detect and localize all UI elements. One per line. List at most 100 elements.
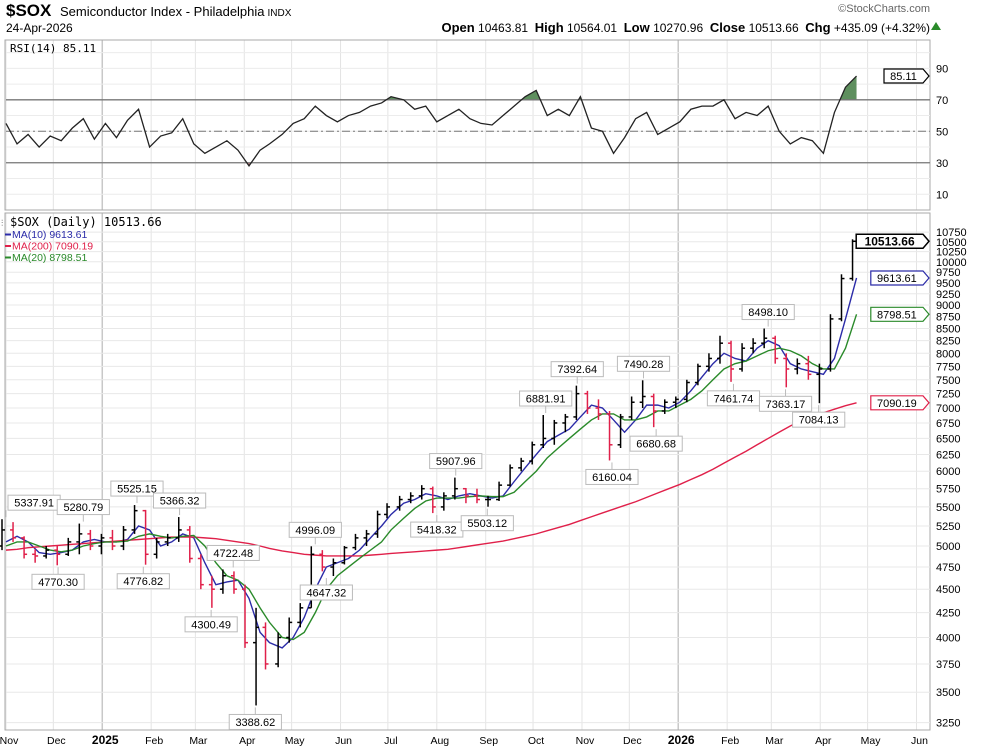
chg-label: Chg [805,20,831,35]
ohlc-bar [794,358,801,375]
price-tick-label: 5750 [936,484,960,496]
x-tick-label: 2025 [92,733,119,747]
open-value: 10463.81 [478,21,529,35]
ma20-value-tag [870,306,930,322]
price-tick-label: 6500 [936,433,960,445]
price-tick-label: 7750 [936,361,960,373]
ma200-value-tag [870,395,930,411]
rsi-panel: 10 30 50 70 90 85.11 RSI(14) 85.11 [4,39,948,211]
rsi-tick-label: 50 [936,126,948,138]
ohlc-bar [540,415,547,449]
panel-frame [4,39,931,211]
ohlc-bar [286,617,293,643]
price-tick-label: 9250 [936,289,960,301]
price-annotation: 7490.28 [616,355,671,379]
x-tick-label: Dec [47,735,66,747]
ohlc-bars-icon: ⫶ [1,218,3,228]
price-annotation: 6680.68 [629,429,683,452]
ma20-value-label: 8798.51 [877,309,917,321]
x-tick-label: Jun [911,735,928,747]
price-tick-label: 10250 [936,247,967,259]
ma-legend: MA(20) 8798.51 [12,252,87,264]
ma-legend: MA(10) 9613.61 [12,229,87,241]
ma-line [5,314,858,641]
price-tick-label: 3750 [936,659,960,671]
chg-value: +435.09 (+4.32%) [833,21,930,35]
annotation-label: 4776.82 [123,576,163,588]
x-tick-label: Apr [815,735,832,747]
annotation-label: 4770.30 [38,577,78,589]
price-annotation: 5907.96 [429,453,483,476]
ohlc-bar [761,328,768,349]
x-tick-label: Oct [528,735,544,747]
ohlc-bar [262,622,269,670]
x-tick-label: Jul [384,735,397,747]
ohlc-bar [507,464,514,487]
ohlc-bar [253,607,260,706]
price-annotation: 5525.15 [110,480,164,504]
ohlc-bar [330,558,337,577]
x-tick-label: Nov [0,735,19,747]
x-tick-label: Nov [576,735,595,747]
ohlc-bar [739,343,746,372]
ohlc-bar [606,410,613,461]
ohlc-bar [363,529,370,546]
ohlc-bar [705,353,712,372]
price-annotation: 4776.82 [116,566,170,590]
ohlc-bar [650,393,657,428]
ohlc-bar [341,546,348,565]
price-annotation: 5418.32 [410,515,464,538]
close-label: Close [709,20,746,35]
price-annotation: 4996.09 [288,521,342,545]
ohlc-bar [384,503,391,519]
ohlc-bar [396,495,403,511]
price-annotation: 5337.91 [5,494,61,518]
ohlc-bar [661,399,668,414]
price-tick-label: 8000 [936,348,960,360]
annotation-label: 5280.79 [63,502,103,514]
ohlc-bar [186,525,193,563]
x-tick-label: May [285,735,306,747]
ma-line [5,277,858,649]
price-annotation: 7392.64 [550,361,604,384]
ohlc-bar [109,529,116,551]
ma10-value-label: 9613.61 [877,273,917,285]
ohlc-bar [783,353,790,388]
price-tick-label: 4500 [936,584,960,596]
ohlc-bar [0,519,5,551]
x-tick-label: 2026 [668,733,695,747]
ohlc-bar [716,335,723,364]
annotation-label: 7490.28 [624,359,664,371]
ohlc-bar [319,550,326,572]
ohlc-bar [827,314,834,372]
ohlc-summary: Open 10463.81 High 10564.01 Low 10270.96… [441,20,930,35]
ohlc-bar [219,569,226,594]
rsi-tick-label: 90 [936,63,948,75]
price-tick-label: 5250 [936,521,960,533]
price-tick-label: 9500 [936,278,960,290]
annotation-label: 4996.09 [295,525,335,537]
rsi-legend: RSI(14) 85.11 [10,42,96,55]
ohlc-bar [418,485,425,500]
annotation-label: 5366.32 [160,496,200,508]
ohlc-bar [65,537,72,556]
x-tick-label: Mar [189,735,208,747]
ohlc-bar [76,523,83,555]
annotation-label: 4300.49 [191,619,231,631]
ohlc-bar [451,477,458,500]
price-tick-label: 7500 [936,375,960,387]
ohlc-bar [153,537,160,559]
ohlc-bar [374,510,381,538]
rsi-line [5,75,858,168]
price-tick-label: 8500 [936,323,960,335]
price-tick-label: 7000 [936,403,960,415]
price-tick-label: 10500 [936,237,967,249]
ohlc-bar [197,554,204,590]
price-annotation: 6881.91 [519,390,573,414]
price-annotation: 7363.17 [758,389,813,412]
ohlc-bar [208,575,215,608]
ohlc-bar [628,396,635,420]
price-tick-label: 9750 [936,267,960,279]
price-tick-label: 3250 [936,718,960,730]
price-tick-label: 5500 [936,502,960,514]
